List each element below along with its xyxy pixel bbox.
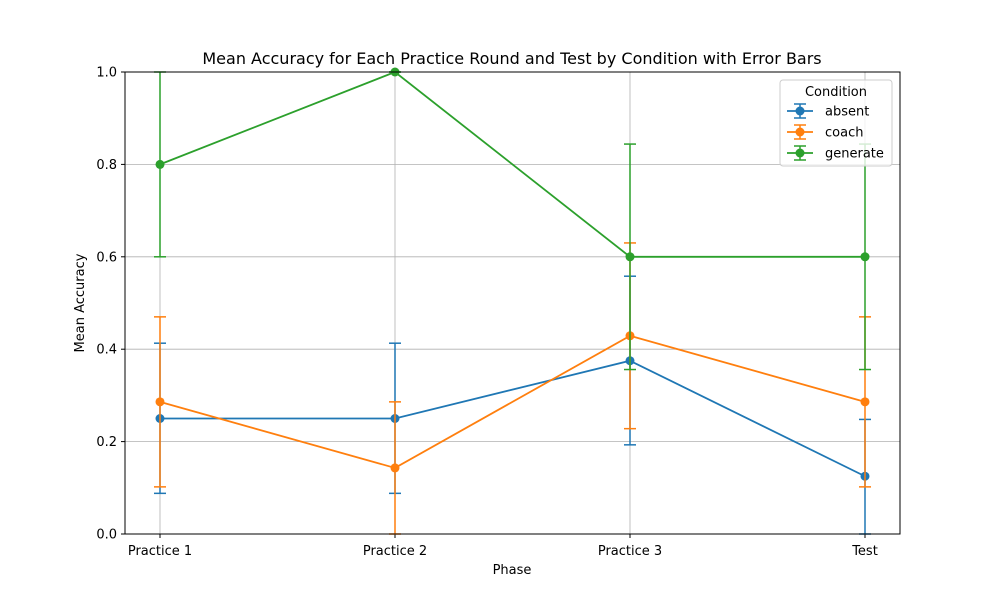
x-tick-label: Practice 1 xyxy=(128,544,192,559)
axis-ticks: Practice 1 Practice 2 Practice 3 Test 0.0 0.2… xyxy=(96,66,877,560)
y-axis-label: Mean Accuracy xyxy=(73,253,88,352)
legend-box xyxy=(779,79,893,167)
x-tick-label: Practice 2 xyxy=(363,544,427,559)
y-tick-label: 1.0 xyxy=(96,66,117,81)
legend-marker xyxy=(795,148,805,158)
legend-item-coach: coach xyxy=(787,124,863,141)
chart-title: Mean Accuracy for Each Practice Round an… xyxy=(202,49,821,68)
legend-marker xyxy=(795,106,805,116)
data-point xyxy=(390,463,400,473)
x-tick-label: Test xyxy=(851,544,878,559)
legend-label: generate xyxy=(825,147,884,162)
series-group xyxy=(154,67,871,535)
y-tick-label: 0.2 xyxy=(96,435,117,450)
plot-frame xyxy=(124,71,901,535)
legend-title: Condition xyxy=(805,85,867,100)
legend-label: absent xyxy=(825,105,869,120)
legend-item-absent: absent xyxy=(787,103,869,120)
series-line xyxy=(159,70,865,258)
series-coach xyxy=(154,242,871,535)
series-generate xyxy=(154,67,871,371)
y-tick-label: 0.8 xyxy=(96,158,117,173)
series-line xyxy=(159,334,866,469)
data-point xyxy=(860,252,870,262)
data-point xyxy=(625,252,635,262)
legend: Condition absent coach generate xyxy=(779,79,893,167)
x-tick-label: Practice 3 xyxy=(598,544,662,559)
legend-marker xyxy=(795,127,805,137)
y-tick-label: 0.4 xyxy=(96,343,117,358)
series-absent xyxy=(154,275,871,535)
legend-label: coach xyxy=(825,126,863,141)
y-tick-label: 0.6 xyxy=(96,250,117,265)
data-point xyxy=(155,159,165,169)
data-point xyxy=(860,397,870,407)
legend-item-generate: generate xyxy=(787,145,884,162)
y-tick-label: 0.0 xyxy=(96,528,117,543)
series-line xyxy=(160,359,866,478)
x-axis-label: Phase xyxy=(493,563,532,578)
data-point xyxy=(155,397,165,407)
